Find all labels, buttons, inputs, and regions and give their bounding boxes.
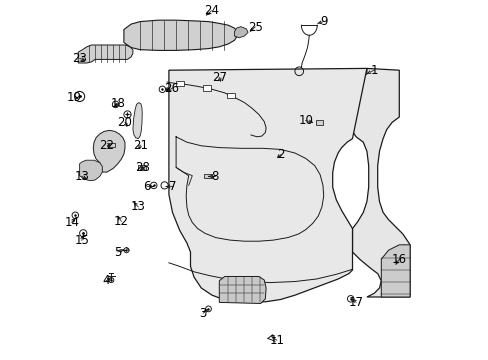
Polygon shape — [123, 20, 237, 50]
FancyBboxPatch shape — [203, 85, 210, 91]
Polygon shape — [78, 45, 133, 63]
Text: 28: 28 — [135, 161, 150, 174]
Text: 25: 25 — [247, 21, 262, 33]
Polygon shape — [168, 68, 366, 302]
Polygon shape — [80, 160, 102, 181]
FancyBboxPatch shape — [175, 81, 183, 86]
Text: 26: 26 — [164, 82, 179, 95]
Text: 1: 1 — [369, 64, 377, 77]
Polygon shape — [219, 276, 265, 303]
Text: 6: 6 — [143, 180, 151, 193]
Polygon shape — [381, 245, 409, 297]
Text: 9: 9 — [319, 15, 327, 28]
Text: 21: 21 — [133, 139, 148, 152]
Text: 7: 7 — [168, 180, 176, 193]
Polygon shape — [133, 103, 142, 139]
Text: 14: 14 — [64, 216, 79, 229]
Text: 3: 3 — [199, 307, 206, 320]
Text: 19: 19 — [67, 91, 82, 104]
Text: 20: 20 — [117, 116, 132, 129]
FancyBboxPatch shape — [316, 120, 323, 125]
Text: 8: 8 — [211, 170, 218, 183]
Text: 11: 11 — [269, 334, 284, 347]
Text: 4: 4 — [102, 274, 109, 287]
FancyBboxPatch shape — [108, 143, 115, 147]
Text: 24: 24 — [203, 4, 219, 17]
FancyBboxPatch shape — [137, 165, 146, 170]
Polygon shape — [346, 68, 409, 297]
Polygon shape — [234, 27, 247, 38]
Text: 23: 23 — [72, 52, 87, 65]
Text: 10: 10 — [298, 114, 312, 127]
Polygon shape — [93, 130, 125, 172]
Text: 27: 27 — [211, 71, 226, 84]
Text: 12: 12 — [114, 215, 129, 228]
Text: 17: 17 — [348, 296, 363, 309]
Text: 13: 13 — [131, 201, 145, 213]
FancyBboxPatch shape — [203, 174, 212, 178]
Text: 18: 18 — [110, 97, 125, 110]
Text: 13: 13 — [74, 170, 89, 183]
Text: 22: 22 — [99, 139, 114, 152]
Text: 5: 5 — [114, 246, 121, 258]
FancyBboxPatch shape — [226, 93, 234, 98]
Text: 2: 2 — [276, 148, 284, 161]
Text: 16: 16 — [391, 253, 406, 266]
Text: 15: 15 — [74, 234, 89, 247]
